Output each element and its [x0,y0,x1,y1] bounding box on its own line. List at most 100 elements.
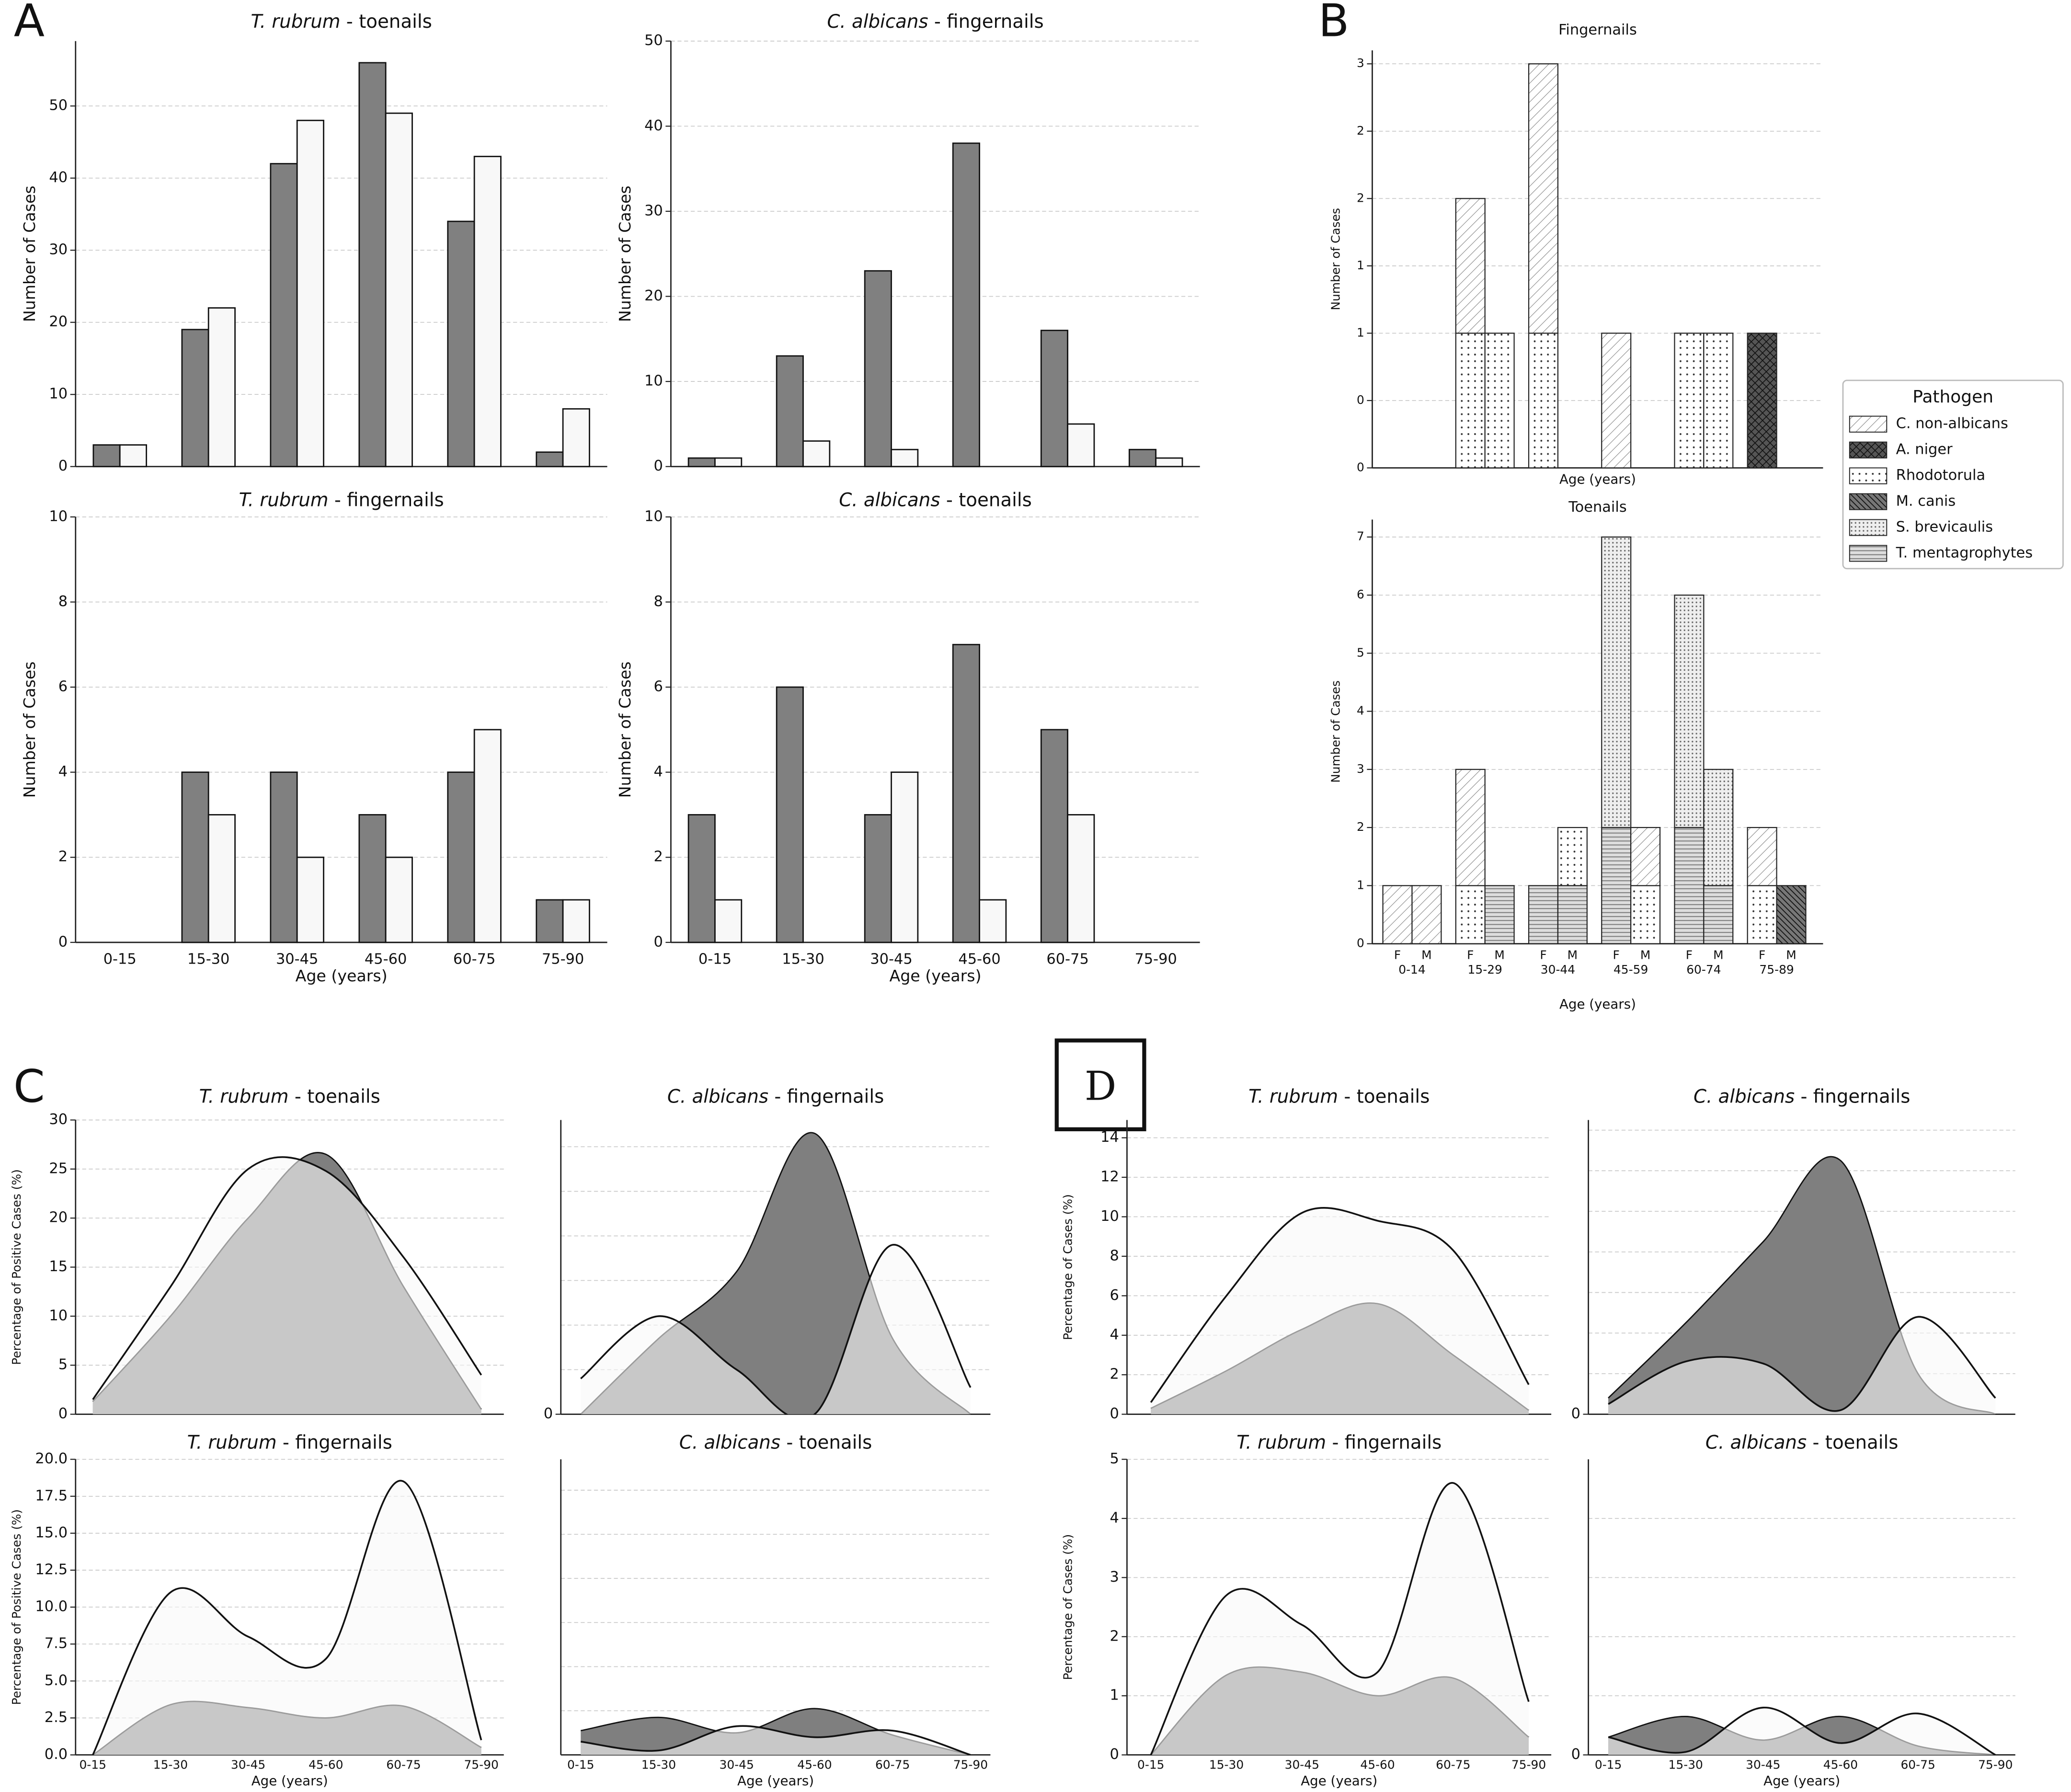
y-tick-label: 0 [1357,460,1364,474]
title-site: - fingernails [928,11,1044,33]
area-fill [1608,1317,1996,1414]
bar [181,771,209,943]
x-axis-label: Age (years) [1301,1773,1377,1789]
y-tick-label: 5 [58,1356,68,1373]
y-axis-label: Percentage of Positive Cases (%) [10,1169,23,1365]
bar [687,457,716,468]
panel-label: A [14,0,45,47]
y-tick-label: 2 [58,849,68,865]
x-tick-label: 15-30 [1209,1758,1244,1772]
chart-title: C. albicans - fingernails [667,1086,884,1107]
y-tick-label: 0 [1357,936,1364,950]
title-organism: C. albicans [1693,1086,1795,1107]
bar-segment [1557,885,1588,944]
bar [207,814,236,943]
y-tick-label: 5.0 [45,1672,68,1689]
y-tick-label: 8 [58,593,68,610]
area-fill [92,1157,481,1414]
x-tick-label: 15-30 [1669,1758,1703,1772]
y-tick-label: 20 [644,287,663,304]
y-tick-label: 0 [544,1405,553,1422]
x-tick-label: 45-60 [1823,1758,1858,1772]
title-organism: T. rubrum [251,11,341,33]
x-tick-label: M [1786,948,1796,962]
bar-segment [1528,333,1559,469]
bar-segment [1455,198,1486,334]
x-tick-label: 45-60 [365,951,407,967]
bar [358,814,387,943]
title-organism: C. albicans [827,11,928,33]
bar-segment [1674,333,1705,469]
y-tick-label: 4 [58,763,68,780]
y-tick-label: 4 [1110,1510,1119,1527]
y-tick-label: 0.0 [45,1746,68,1763]
x-tick-label: 45-60 [797,1758,832,1772]
chart-title: Toenails [1568,499,1626,516]
chart-title: T. rubrum - fingernails [239,489,444,511]
y-tick-label: 15.0 [35,1524,68,1541]
y-axis-label: Number of Cases [20,185,39,322]
bar [1040,330,1068,468]
bar [447,771,475,943]
bar-segment [1528,885,1559,944]
bar-segment [1484,333,1515,469]
x-axis-label: Age (years) [1559,996,1636,1012]
bar [1155,457,1183,468]
panel-label-box [1054,1038,1146,1132]
legend-swatch [1849,493,1888,510]
y-tick-label: 2 [1357,124,1364,138]
bar [714,899,743,943]
bar [864,814,892,943]
x-tick-label: 30-45 [231,1758,265,1772]
bar [687,814,716,943]
x-tick-label: 15-30 [782,951,824,967]
bar [385,112,413,468]
legend-swatch [1849,467,1888,484]
bar-segment [1747,885,1777,944]
bar [562,408,590,468]
y-tick-label: 5 [1357,645,1364,659]
area-line [581,1725,971,1755]
legend-label: Rhodotorula [1896,467,1985,484]
x-axis-label: Age (years) [1559,471,1636,487]
bar-segment [1455,885,1486,944]
title-organism: C. albicans [1705,1432,1807,1453]
y-tick-label: 6 [1110,1287,1119,1304]
y-tick-label: 30 [644,202,663,219]
x-tick-label: 15-30 [153,1758,188,1772]
title-organism: C. albicans [839,489,940,511]
y-tick-label: 30 [49,241,68,258]
bar [358,62,387,468]
title-organism: T. rubrum [199,1086,289,1107]
bar [473,156,502,468]
x-axis-label: Age (years) [1763,1773,1840,1789]
bar-segment [1557,827,1588,886]
x-tick-label: F [1686,948,1693,962]
title-organism: T. rubrum [187,1432,277,1453]
legend-swatch [1849,415,1888,433]
chart-title: T. rubrum - fingernails [187,1432,392,1453]
area-fill [1151,1207,1529,1414]
x-tick-label: F [1394,948,1401,962]
y-tick-label: 12 [1100,1169,1119,1185]
chart-title: C. albicans - toenails [1705,1432,1899,1453]
x-group-label: 15-29 [1468,963,1502,976]
y-tick-label: 0 [58,458,68,474]
y-tick-label: 7.5 [45,1635,68,1652]
legend-swatch [1849,519,1888,536]
y-tick-label: 3 [1357,762,1364,776]
y-tick-label: 6 [58,678,68,695]
bar-segment [1455,333,1486,469]
x-tick-label: 30-45 [276,951,318,967]
bar [447,220,475,468]
y-tick-label: 0 [1110,1746,1119,1763]
x-tick-label: F [1613,948,1620,962]
x-group-label: 30-44 [1541,963,1575,976]
x-tick-label: 75-90 [1511,1758,1546,1772]
x-tick-label: 30-45 [870,951,912,967]
bar-segment [1776,885,1807,944]
y-tick-label: 4 [653,763,663,780]
chart-title: Fingernails [1558,22,1637,38]
area-line [1150,1482,1530,1755]
bar [296,119,324,468]
